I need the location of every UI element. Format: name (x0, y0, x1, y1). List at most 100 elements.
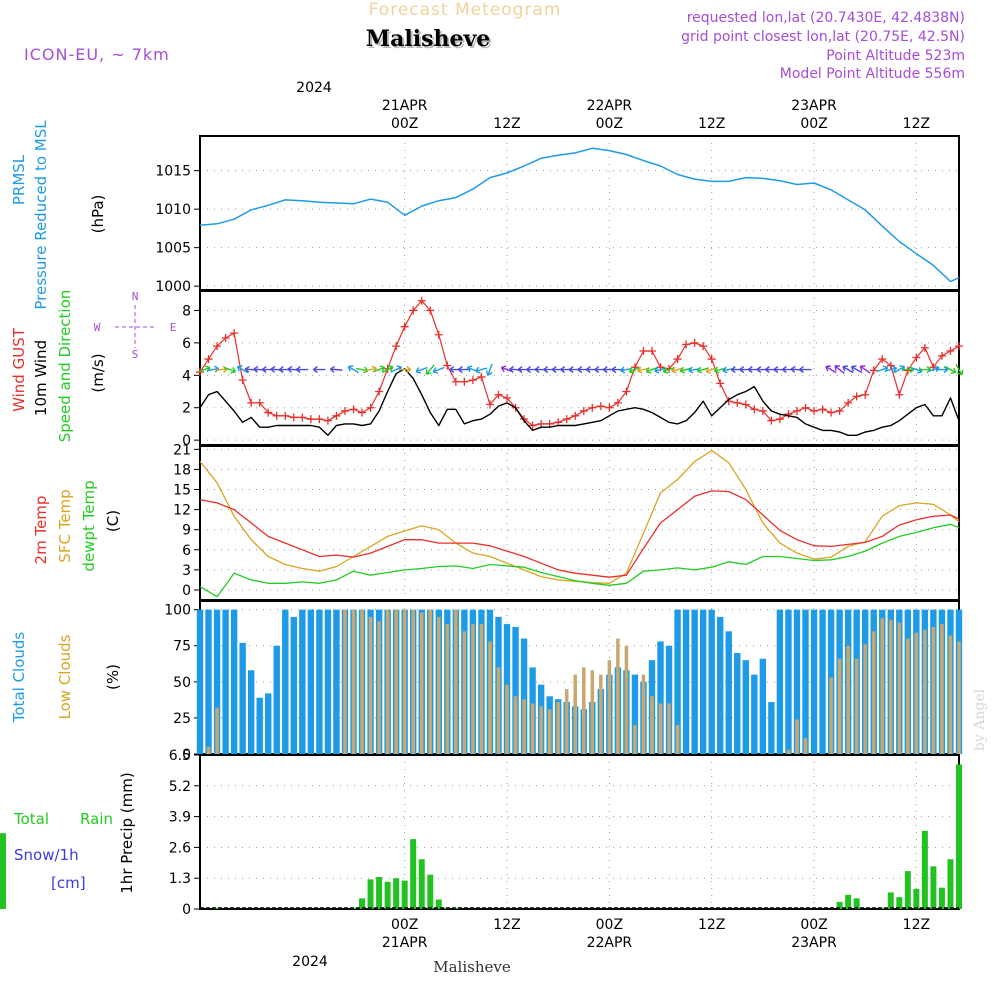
total-cloud-bar (324, 609, 332, 754)
gust-marker (758, 406, 767, 415)
point-altitude: Point Altitude 523m (826, 48, 965, 64)
snow-label: Snow/1h (14, 846, 79, 864)
total-cloud-bar (282, 609, 289, 754)
temperature-panel: 0 3 6 9 12 15 18 21 (173, 442, 960, 601)
total-cloud-bar (725, 631, 732, 754)
low-cloud-bar (573, 674, 577, 754)
bottom-time-label: 00Z (391, 917, 418, 933)
y-tick-label: 0 (182, 433, 191, 449)
precip-bar (410, 839, 417, 909)
precip-bar (930, 866, 937, 909)
top-date-label: 22APR (587, 98, 633, 114)
wind-direction-arrow (398, 366, 412, 374)
compass-east: E (170, 321, 177, 334)
total-cloud-bar (759, 658, 767, 754)
y-tick-label: 3.9 (169, 810, 191, 826)
watermark: by Angel (972, 688, 988, 751)
low-cloud-bar (880, 618, 885, 754)
gust-marker (622, 387, 631, 396)
total-cloud-bar (290, 616, 298, 754)
bottom-axis-labels: 00Z 21APR 12Z 00Z 22APR 12Z 00Z 23APR 12Z (382, 917, 930, 951)
panel-frame (199, 754, 960, 910)
gust-marker (358, 408, 367, 417)
top-time-label: 12Z (493, 116, 520, 132)
gust-marker (946, 346, 955, 355)
gust-marker (323, 416, 332, 425)
low-cloud-bar (616, 638, 620, 754)
low-cloud-bar (394, 609, 398, 754)
wind-direction-arrow (236, 365, 249, 374)
gust-marker (247, 398, 256, 407)
wind-panel: 0 2 4 6 8 (182, 290, 964, 449)
gust-line (199, 300, 960, 427)
top-time-label: 12Z (698, 116, 725, 132)
total-cloud-bar (265, 693, 272, 754)
total-cloud-bar (512, 626, 519, 754)
y-tick-label: 8 (182, 303, 191, 319)
low-cloud-bar (607, 660, 612, 754)
gust-marker (349, 405, 358, 414)
gust-marker (571, 411, 580, 420)
gust-marker (298, 413, 307, 422)
low-cloud-bar (931, 626, 936, 754)
wind-unit: (m/s) (89, 353, 107, 392)
arrow-shape (799, 366, 812, 374)
gust-marker (485, 400, 494, 409)
low-cloud-bar (795, 719, 799, 754)
chart-title: Forecast Meteogram (369, 0, 562, 20)
bottom-year-label: 2024 (292, 954, 328, 970)
low-cloud-bar (633, 725, 637, 754)
arrow-shape (425, 364, 435, 375)
precip-bar (393, 878, 400, 909)
sfc-temp-line (199, 450, 960, 584)
wind-direction-arrow (662, 366, 675, 374)
low-clouds-label: Low Clouds (56, 634, 74, 719)
low-cloud-bar (624, 645, 629, 754)
arrow-shape (628, 366, 641, 374)
low-cloud-bar (846, 645, 850, 754)
low-cloud-bar (667, 703, 671, 754)
gust-marker (562, 415, 571, 424)
gust-marker (213, 342, 222, 351)
gust-marker (682, 340, 691, 349)
wind-direction-arrow (834, 365, 845, 374)
gust-marker (434, 330, 443, 339)
y-tick-label: 50 (173, 675, 191, 691)
precip-bar (401, 880, 408, 909)
y-tick-label: 0 (182, 583, 191, 599)
total-clouds-label: Total Clouds (10, 632, 28, 724)
snow-unit-label: [cm] (51, 874, 86, 892)
precip-bar (376, 877, 383, 909)
precip-panel: 0 1.3 2.6 3.9 5.2 6.5 (0, 748, 962, 918)
total-cloud-bar (247, 670, 255, 754)
gust-marker (707, 355, 716, 364)
y-tick-label: 15 (173, 483, 191, 499)
wind-direction-arrow (373, 365, 386, 373)
gust-marker (878, 355, 887, 364)
precip-bar (435, 899, 442, 909)
low-cloud-bar (590, 670, 595, 754)
arrow-shape (236, 365, 249, 374)
gust-marker (528, 421, 537, 430)
total-cloud-bar (631, 674, 639, 754)
wind-direction-arrow (382, 365, 394, 374)
low-cloud-bar (411, 609, 415, 754)
dewpt-label: dewpt Temp (80, 480, 98, 571)
precip-bar (956, 764, 962, 909)
gust-marker (340, 406, 349, 415)
low-cloud-bar (368, 616, 373, 754)
compass-west: W (94, 321, 101, 334)
gust-marker (716, 379, 725, 388)
low-cloud-bar (445, 624, 450, 754)
arrow-shape (475, 366, 488, 374)
compass-rose: W E N S (94, 290, 177, 361)
gust-marker (784, 410, 793, 419)
gust-marker (451, 377, 460, 386)
y-tick-label: 0 (182, 902, 191, 918)
panel-frame (199, 445, 960, 601)
gust-marker (647, 346, 656, 355)
precip-bar (845, 894, 852, 909)
gust-marker (955, 342, 963, 351)
bottom-date-label: 23APR (791, 935, 837, 951)
total-cloud-bar (793, 609, 801, 754)
